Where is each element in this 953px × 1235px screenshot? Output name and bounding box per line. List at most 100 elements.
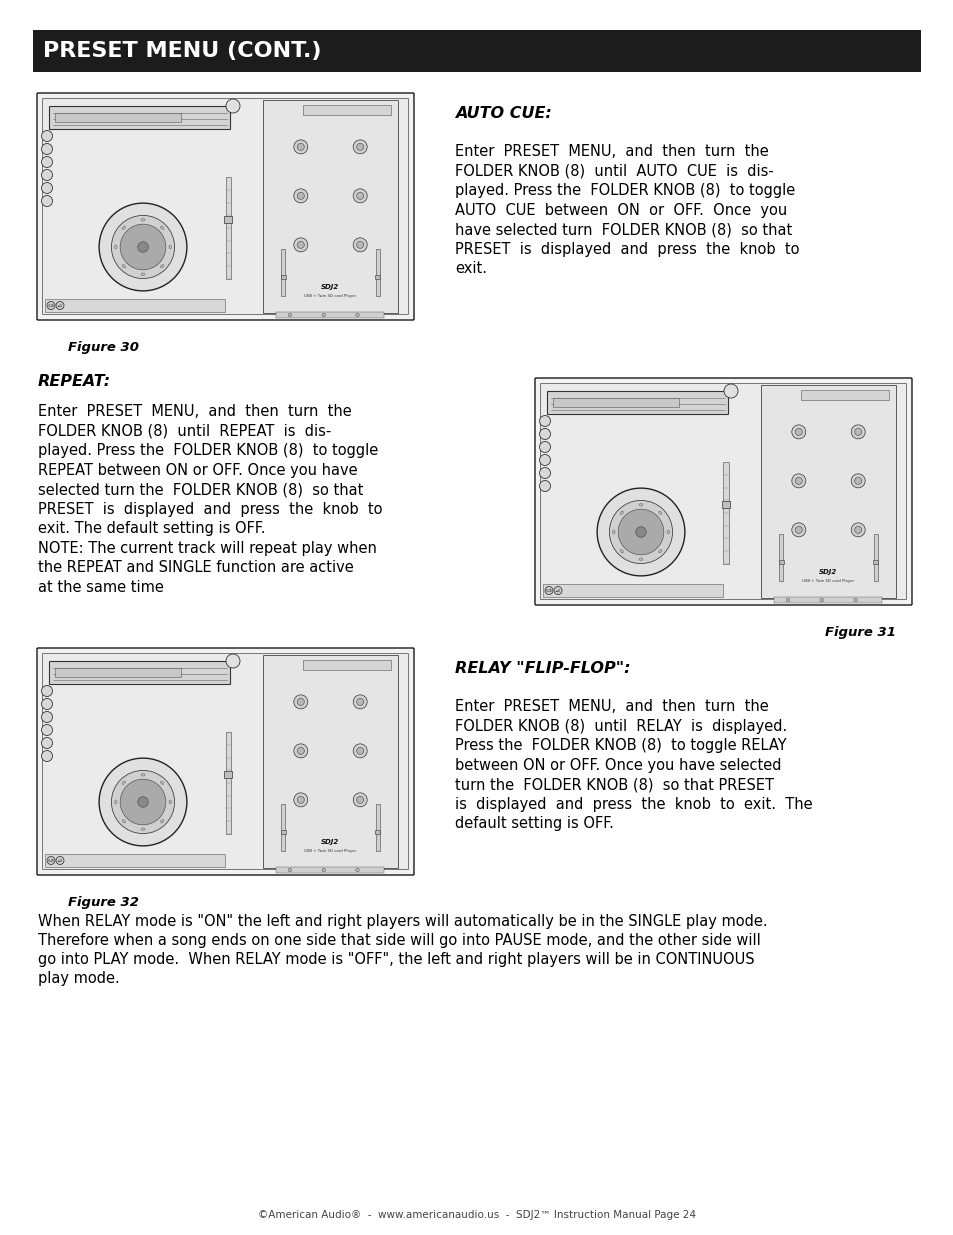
Text: default setting is OFF.: default setting is OFF. [455, 816, 613, 831]
Text: Figure 32: Figure 32 [68, 897, 139, 909]
Circle shape [356, 698, 363, 705]
Text: PRESET  is  displayed  and  press  the  knob  to: PRESET is displayed and press the knob t… [38, 501, 382, 516]
Text: USB + Twin SD card Player: USB + Twin SD card Player [304, 294, 356, 298]
Text: CUE: CUE [48, 304, 54, 308]
Bar [303, 659, 391, 671]
Circle shape [795, 429, 801, 436]
Bar [263, 655, 397, 868]
Circle shape [353, 140, 367, 154]
Bar [280, 275, 286, 279]
Circle shape [42, 699, 52, 709]
Bar [276, 312, 384, 317]
Text: AUTO  CUE  between  ON  or  OFF.  Once  you: AUTO CUE between ON or OFF. Once you [455, 203, 786, 217]
Bar [553, 398, 679, 408]
Circle shape [288, 314, 292, 317]
Bar [45, 853, 225, 867]
Circle shape [539, 441, 550, 452]
Text: FOLDER KNOB (8)  until  RELAY  is  displayed.: FOLDER KNOB (8) until RELAY is displayed… [455, 719, 786, 734]
Text: SDJ2: SDJ2 [321, 284, 339, 290]
Bar [872, 559, 878, 564]
Circle shape [853, 598, 857, 601]
Circle shape [544, 587, 553, 594]
Bar [281, 249, 285, 296]
Circle shape [356, 241, 363, 248]
Circle shape [42, 183, 52, 194]
Circle shape [47, 301, 55, 310]
Circle shape [819, 598, 822, 601]
Text: ►II: ►II [57, 858, 62, 862]
Circle shape [297, 698, 304, 705]
Ellipse shape [141, 219, 145, 221]
Circle shape [321, 868, 325, 872]
Circle shape [539, 480, 550, 492]
Circle shape [47, 857, 55, 864]
Text: NOTE: The current track will repeat play when: NOTE: The current track will repeat play… [38, 541, 376, 556]
Bar [55, 112, 181, 122]
Ellipse shape [619, 550, 622, 553]
Text: Therefore when a song ends on one side that side will go into PAUSE mode, and th: Therefore when a song ends on one side t… [38, 934, 760, 948]
Circle shape [42, 131, 52, 142]
Circle shape [539, 468, 550, 478]
Circle shape [635, 527, 645, 537]
Circle shape [120, 779, 166, 825]
Bar [778, 559, 783, 564]
Circle shape [294, 238, 308, 252]
Circle shape [618, 509, 663, 555]
Ellipse shape [141, 773, 145, 776]
Text: When RELAY mode is "ON" the left and right players will automatically be in the : When RELAY mode is "ON" the left and rig… [38, 914, 767, 929]
FancyBboxPatch shape [37, 93, 414, 320]
Circle shape [42, 143, 52, 154]
Text: Figure 31: Figure 31 [824, 626, 895, 638]
Ellipse shape [122, 226, 125, 230]
Bar [774, 597, 882, 603]
Text: at the same time: at the same time [38, 579, 164, 594]
Circle shape [355, 314, 359, 317]
Circle shape [297, 797, 304, 803]
Circle shape [854, 429, 861, 436]
Ellipse shape [658, 511, 661, 515]
Circle shape [42, 195, 52, 206]
Circle shape [294, 140, 308, 154]
Bar [224, 771, 233, 778]
Text: AUTO CUE:: AUTO CUE: [455, 106, 551, 121]
FancyBboxPatch shape [535, 378, 911, 605]
Circle shape [42, 725, 52, 736]
Bar [263, 100, 397, 312]
Circle shape [137, 242, 148, 252]
Text: turn the  FOLDER KNOB (8)  so that PRESET: turn the FOLDER KNOB (8) so that PRESET [455, 777, 773, 792]
Circle shape [353, 793, 367, 806]
Bar [760, 385, 895, 598]
Circle shape [294, 743, 308, 758]
Circle shape [795, 526, 801, 534]
Text: ►II: ►II [57, 304, 62, 308]
Circle shape [297, 193, 304, 199]
Ellipse shape [639, 558, 642, 561]
Circle shape [854, 526, 861, 534]
Ellipse shape [141, 273, 145, 275]
Circle shape [112, 771, 174, 834]
Bar [225, 732, 231, 834]
Text: ►II: ►II [555, 589, 559, 593]
Circle shape [42, 711, 52, 722]
Ellipse shape [160, 226, 164, 230]
Text: USB + Twin SD card Player: USB + Twin SD card Player [304, 848, 356, 853]
Circle shape [723, 384, 738, 398]
Bar [721, 501, 730, 508]
Circle shape [356, 797, 363, 803]
Ellipse shape [160, 820, 164, 823]
Circle shape [539, 429, 550, 440]
Circle shape [120, 225, 166, 269]
Ellipse shape [658, 550, 661, 553]
Ellipse shape [122, 820, 125, 823]
Ellipse shape [114, 245, 117, 249]
Text: is  displayed  and  press  the  knob  to  exit.  The: is displayed and press the knob to exit.… [455, 797, 812, 811]
Circle shape [554, 587, 561, 594]
Circle shape [850, 425, 864, 438]
Circle shape [137, 797, 148, 808]
Circle shape [297, 143, 304, 151]
Ellipse shape [141, 827, 145, 830]
Ellipse shape [160, 781, 164, 784]
Text: CUE: CUE [48, 858, 54, 862]
Bar [33, 30, 920, 72]
Text: Enter  PRESET  MENU,  and  then  turn  the: Enter PRESET MENU, and then turn the [455, 699, 768, 714]
